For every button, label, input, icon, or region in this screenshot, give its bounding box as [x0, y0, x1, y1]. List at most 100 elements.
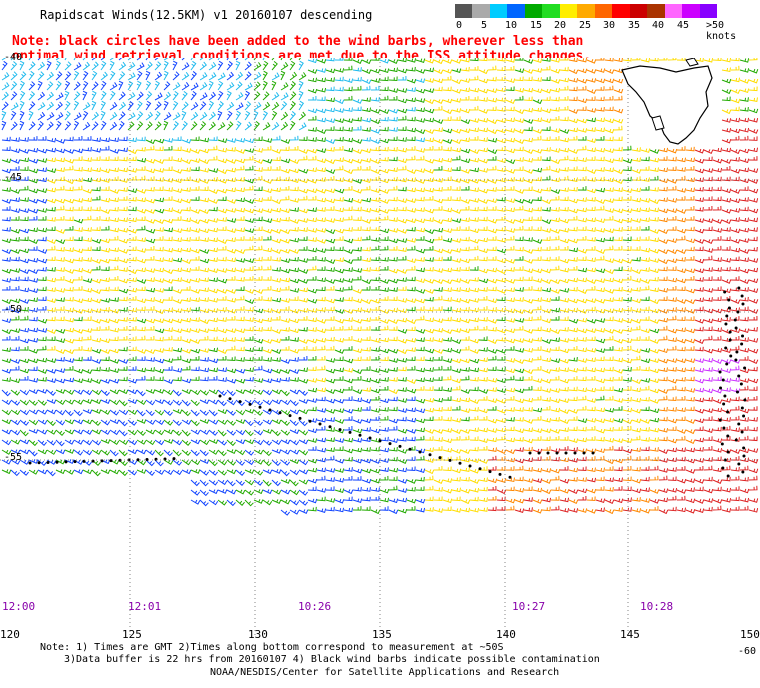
wind-barb	[145, 297, 155, 302]
wind-barb	[415, 486, 425, 491]
wind-barb	[415, 155, 425, 161]
wind-barb	[73, 185, 83, 191]
wind-barb	[73, 91, 81, 101]
wind-barb	[469, 349, 480, 354]
wind-barb	[568, 166, 578, 171]
wind-barb	[406, 429, 417, 434]
wind-barb	[532, 167, 543, 173]
wind-barb	[82, 177, 93, 183]
wind-barb	[262, 60, 269, 71]
wind-barb	[649, 437, 659, 442]
wind-barb	[316, 365, 326, 371]
wind-barb	[37, 266, 47, 272]
wind-barb	[442, 447, 453, 453]
wind-barb	[478, 118, 489, 123]
wind-barb	[397, 358, 408, 363]
wind-barb	[613, 357, 624, 363]
wind-barb	[136, 459, 147, 466]
wind-barb	[154, 278, 165, 283]
wind-barb	[100, 60, 107, 71]
wind-barb	[640, 236, 650, 241]
wind-barb	[613, 169, 624, 175]
wind-barb	[676, 299, 687, 304]
wind-barb	[613, 118, 624, 124]
wind-barb	[55, 60, 62, 71]
wind-barb	[361, 226, 371, 232]
latitude-label: -55	[4, 452, 23, 463]
wind-barb	[667, 457, 677, 463]
wind-barb	[280, 327, 290, 332]
wind-barb	[388, 256, 398, 262]
colorbar-label: 25	[579, 20, 592, 31]
wind-barb	[163, 60, 169, 71]
wind-barb	[541, 327, 552, 333]
wind-barb	[136, 166, 146, 171]
wind-barb	[46, 147, 57, 153]
wind-barb	[136, 111, 144, 121]
quality-flag-dot	[46, 460, 50, 464]
wind-barb	[442, 478, 453, 483]
wind-barb	[136, 349, 147, 354]
wind-barb	[55, 306, 65, 311]
wind-barb	[118, 296, 128, 302]
wind-barb	[163, 409, 173, 417]
wind-barb	[244, 336, 254, 341]
wind-barb	[667, 495, 677, 501]
wind-barb	[136, 189, 147, 194]
wind-barb	[46, 168, 57, 174]
wind-barb	[460, 328, 471, 334]
wind-barb	[55, 176, 65, 182]
wind-barb	[190, 449, 200, 457]
wind-barb	[397, 416, 407, 422]
wind-barb	[550, 177, 560, 183]
wind-barb	[568, 458, 579, 463]
wind-barb	[649, 167, 659, 173]
wind-barb	[694, 486, 704, 492]
wind-barb	[1, 199, 12, 204]
wind-barb	[640, 267, 650, 272]
wind-barb	[208, 288, 219, 294]
wind-barb	[325, 267, 335, 272]
wind-barb	[487, 76, 497, 82]
wind-barb	[613, 95, 623, 101]
wind-barb	[325, 368, 336, 374]
wind-barb	[19, 60, 25, 71]
wind-barb	[343, 285, 353, 291]
wind-barb	[343, 227, 353, 232]
wind-barb	[442, 238, 453, 243]
wind-barb	[208, 439, 219, 445]
wind-barb	[73, 227, 83, 232]
wind-barb	[253, 72, 262, 81]
wind-barb	[712, 176, 722, 182]
longitude-label: 135	[372, 628, 392, 641]
wind-barb	[289, 81, 297, 91]
wind-barb	[433, 397, 444, 403]
wind-barb	[667, 438, 678, 444]
wind-barb	[712, 186, 722, 192]
wind-barb	[217, 296, 227, 301]
wind-barb	[523, 376, 533, 381]
wind-barb	[568, 318, 579, 324]
wind-barb	[235, 277, 245, 282]
wind-barb	[163, 58, 169, 61]
wind-barb	[433, 248, 444, 254]
wind-barb	[298, 367, 308, 373]
wind-barb	[316, 319, 327, 324]
wind-barb	[226, 276, 236, 281]
wind-barb	[595, 156, 605, 162]
wind-barb	[235, 419, 246, 425]
wind-barb	[289, 186, 299, 192]
wind-barb	[100, 325, 110, 331]
wind-barb	[181, 187, 191, 192]
wind-barb	[226, 110, 233, 121]
wind-barb	[406, 116, 416, 122]
wind-barb	[721, 58, 732, 63]
wind-barb	[19, 449, 30, 455]
wind-barb	[667, 487, 678, 493]
wind-barb	[199, 429, 210, 435]
wind-barb	[721, 165, 731, 171]
wind-barb	[451, 317, 462, 323]
wind-barb	[622, 296, 632, 302]
wind-barb	[613, 438, 624, 444]
wind-barb	[46, 101, 55, 111]
